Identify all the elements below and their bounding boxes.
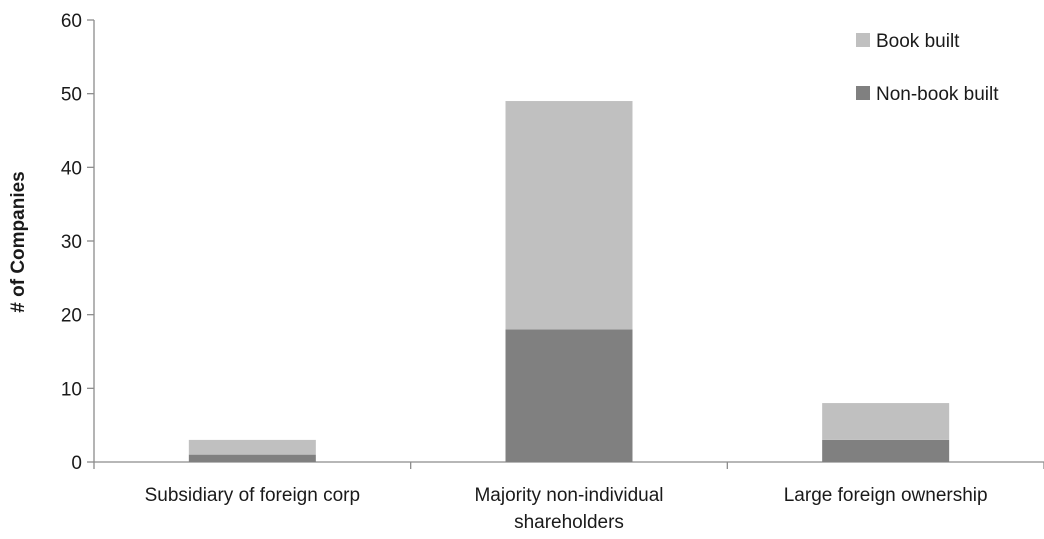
y-tick-label: 10 xyxy=(61,379,82,400)
x-category-label: Subsidiary of foreign corp xyxy=(145,485,360,506)
y-tick-label: 20 xyxy=(61,306,82,327)
y-tick-label: 30 xyxy=(61,232,82,253)
legend-label: Non-book built xyxy=(876,84,999,105)
bars xyxy=(188,101,950,462)
bar-book-built xyxy=(505,101,633,330)
y-tick-labels: 0 10 20 30 40 50 60 xyxy=(61,11,82,474)
legend-swatch xyxy=(856,33,870,47)
y-tick-label: 0 xyxy=(71,453,82,474)
legend-label: Book built xyxy=(876,31,960,52)
legend: Book built Non-book built xyxy=(856,31,999,105)
y-tick-label: 60 xyxy=(61,11,82,32)
legend-swatch xyxy=(856,86,870,100)
x-category-label: Large foreign ownership xyxy=(784,485,988,506)
bar-book-built xyxy=(822,403,950,440)
bar-non-book-built xyxy=(188,454,316,462)
y-tick-label: 40 xyxy=(61,158,82,179)
x-category-label: shareholders xyxy=(514,512,624,533)
y-tick-label: 50 xyxy=(61,85,82,106)
bar-non-book-built xyxy=(505,329,633,462)
bar-non-book-built xyxy=(822,439,950,462)
y-axis-title: # of Companies xyxy=(8,171,29,312)
x-category-label: Majority non-individual xyxy=(474,485,663,506)
x-category-labels: Subsidiary of foreign corp Majority non-i… xyxy=(145,485,988,533)
bar-book-built xyxy=(188,439,316,455)
